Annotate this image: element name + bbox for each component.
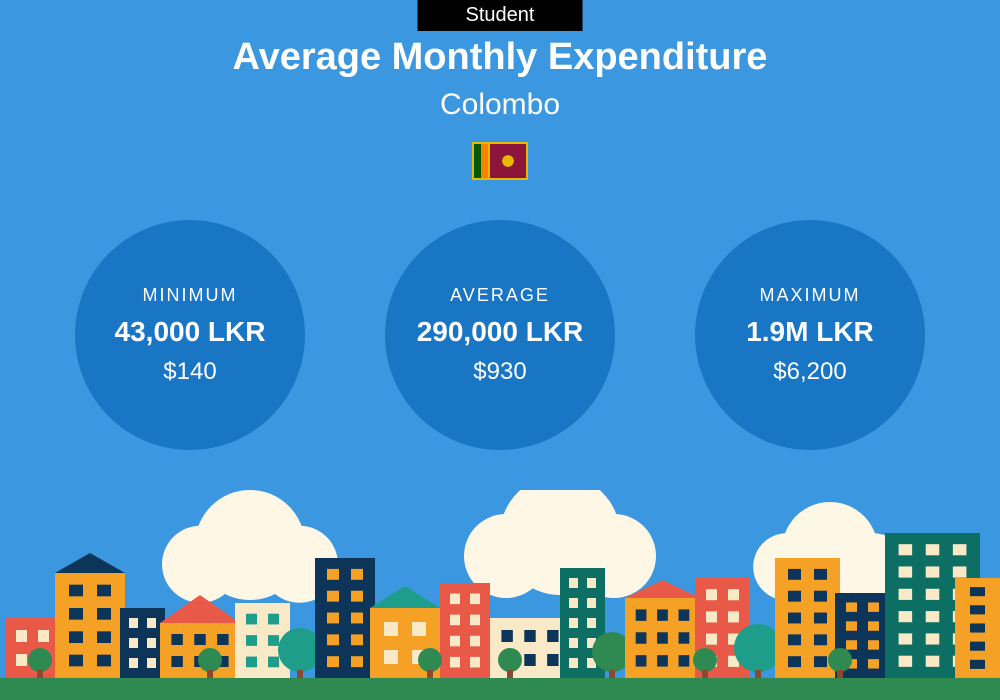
stat-usd: $930 [473,358,526,386]
infographic-stage: Student Average Monthly Expenditure Colo… [0,0,1000,700]
flag-stripe-orange [481,144,488,178]
stat-usd: $6,200 [773,358,846,386]
category-badge-text: Student [466,4,535,26]
page-subtitle: Colombo [0,88,1000,122]
category-badge: Student [418,0,583,31]
stat-local: 290,000 LKR [417,316,584,348]
stat-circle-maximum: MAXIMUM 1.9M LKR $6,200 [695,220,925,450]
stat-label: MINIMUM [143,285,238,306]
stat-local: 43,000 LKR [115,316,266,348]
stat-circles-row: MINIMUM 43,000 LKR $140 AVERAGE 290,000 … [0,220,1000,450]
stat-local: 1.9M LKR [746,316,874,348]
country-flag-icon [472,142,528,180]
stat-usd: $140 [163,358,216,386]
flag-stripe-green [474,144,481,178]
page-title: Average Monthly Expenditure [0,36,1000,79]
stat-circle-minimum: MINIMUM 43,000 LKR $140 [75,220,305,450]
stat-circle-average: AVERAGE 290,000 LKR $930 [385,220,615,450]
stat-label: AVERAGE [450,285,550,306]
flag-panel [488,144,526,178]
flag-lion-icon [494,148,522,174]
cityscape-illustration [0,490,1000,700]
stat-label: MAXIMUM [760,285,861,306]
